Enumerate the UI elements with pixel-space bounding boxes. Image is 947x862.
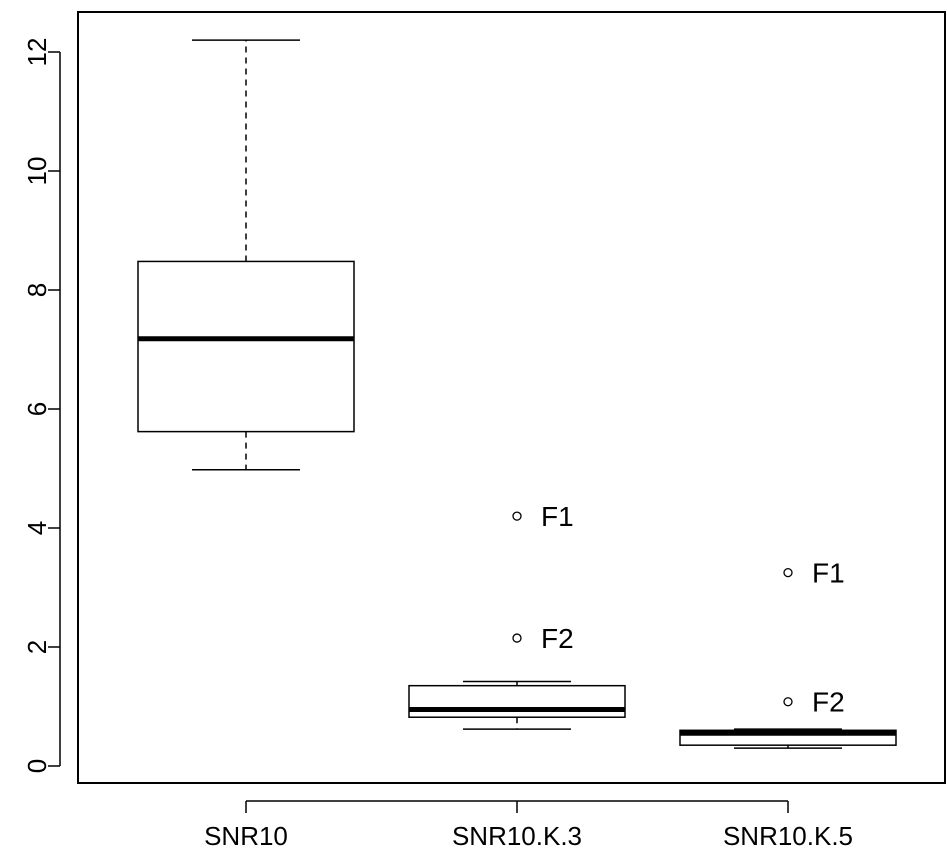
outlier-label: F2 xyxy=(812,687,845,718)
box xyxy=(408,684,626,718)
x-tick-label: SNR10.K.5 xyxy=(723,821,853,851)
x-tick-label: SNR10 xyxy=(204,821,288,851)
y-tick-label: 0 xyxy=(22,759,52,773)
x-tick-label: SNR10.K.3 xyxy=(452,821,582,851)
y-tick-label: 4 xyxy=(22,521,52,535)
outlier-point xyxy=(512,633,522,643)
box xyxy=(137,260,355,433)
y-tick-label: 10 xyxy=(22,157,52,186)
outlier-label: F2 xyxy=(541,623,574,654)
plot-frame xyxy=(77,11,946,784)
outlier-label: F1 xyxy=(541,501,574,532)
y-tick-label: 12 xyxy=(22,38,52,67)
y-tick-label: 8 xyxy=(22,283,52,297)
outlier-point xyxy=(512,511,522,521)
outlier-label: F1 xyxy=(812,558,845,589)
outlier-point xyxy=(783,567,793,578)
outlier-point xyxy=(783,697,793,707)
y-tick-label: 2 xyxy=(22,640,52,654)
y-tick-label: 6 xyxy=(22,402,52,416)
